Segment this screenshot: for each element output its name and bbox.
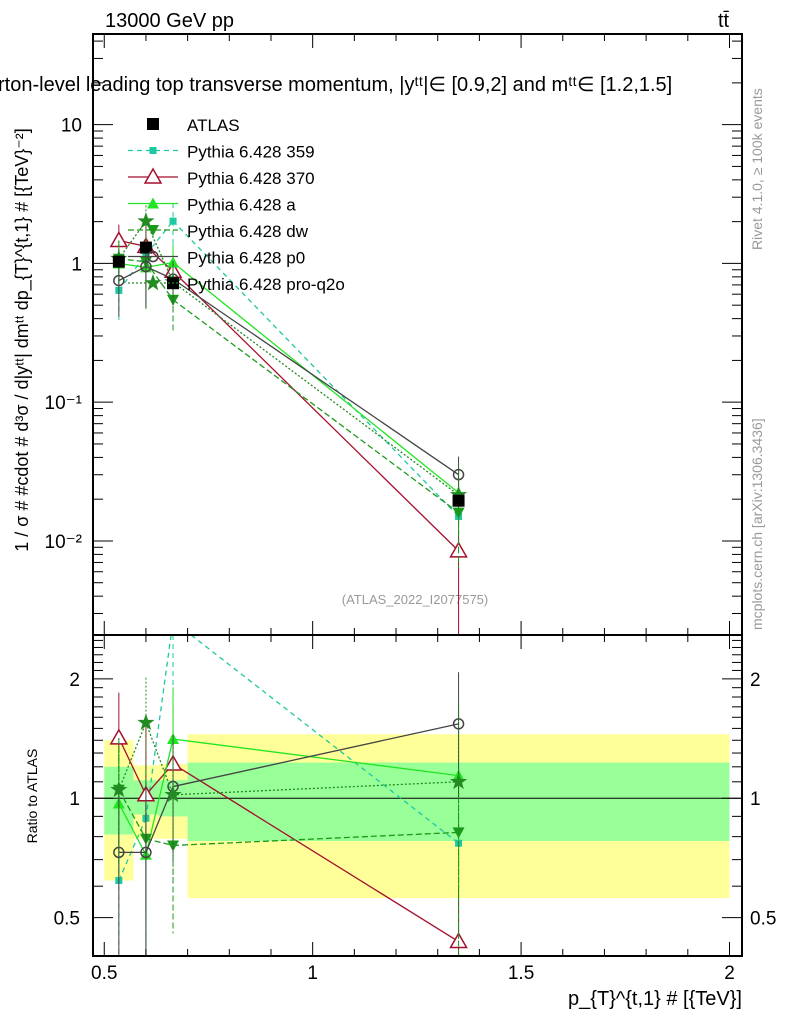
legend-label: ATLAS xyxy=(187,116,240,135)
ratio-line xyxy=(173,831,459,847)
legend-item: Pythia 6.428 dw xyxy=(128,222,309,241)
legend-item: Pythia 6.428 pro-q2o xyxy=(128,273,345,294)
legend-item: Pythia 6.428 a xyxy=(128,196,296,215)
marker-square xyxy=(149,147,157,154)
series-line xyxy=(145,220,174,256)
x-tick-label: 2 xyxy=(724,963,735,984)
y-tick-label: 10⁻¹ xyxy=(45,393,83,414)
marker-square xyxy=(452,494,465,507)
series-line xyxy=(172,278,459,476)
rivet-label: Rivet 4.1.0, ≥ 100k events xyxy=(749,88,765,250)
y-tick-label: 10⁻² xyxy=(45,532,83,553)
marker-square xyxy=(139,241,152,254)
legend-label: Pythia 6.428 pro-q2o xyxy=(187,275,345,294)
x-tick-label: 1.5 xyxy=(508,963,534,984)
y-tick-label: 10 xyxy=(61,116,82,137)
series-main-4 xyxy=(113,242,465,501)
legend-item-atlas: ATLAS xyxy=(147,116,240,135)
ratio-line xyxy=(172,738,459,777)
ratio-tick-label-right: 1 xyxy=(750,789,761,810)
series-line xyxy=(118,254,147,291)
marker-open-circle xyxy=(140,260,152,273)
legend-label: Pythia 6.428 a xyxy=(187,196,296,215)
ratio-line xyxy=(190,634,459,844)
legend-item: Pythia 6.428 370 xyxy=(128,167,315,188)
marker-star xyxy=(137,713,155,731)
ratio-line xyxy=(118,803,147,856)
mcplots-label: mcplots.cern.ch [arXiv:1306.3436] xyxy=(749,418,765,630)
marker-star xyxy=(164,785,182,803)
ratio-tick-label: 2 xyxy=(69,670,80,691)
ratio-plot-frame xyxy=(92,634,743,957)
legend-label: Pythia 6.428 p0 xyxy=(187,249,305,268)
legend-label: Pythia 6.428 370 xyxy=(187,169,315,188)
marker-star xyxy=(144,273,162,291)
ratio-line xyxy=(118,722,147,791)
marker-triangle-down xyxy=(452,507,465,519)
series-ratio-5 xyxy=(110,677,468,940)
ratio-line xyxy=(145,722,174,796)
legend-label: Pythia 6.428 dw xyxy=(187,222,309,241)
ratio-line xyxy=(118,789,147,840)
series-line xyxy=(172,270,460,552)
series-line xyxy=(172,281,459,496)
legend-item: Pythia 6.428 359 xyxy=(128,143,315,162)
marker-star xyxy=(110,780,128,798)
ratio-tick-label-right: 2 xyxy=(750,670,761,691)
ratio-tick-label-right: 0.5 xyxy=(750,909,776,930)
ratio-tick-label: 1 xyxy=(69,789,80,810)
legend-label: Pythia 6.428 359 xyxy=(187,143,315,162)
analysis-watermark: (ATLAS_2022_I2077575) xyxy=(342,592,488,607)
chart-title: rton-level leading top transverse moment… xyxy=(0,74,672,96)
x-axis-label: p_{T}^{t,1} # [{TeV}] xyxy=(568,988,742,1010)
marker-triangle-down xyxy=(147,225,159,236)
ratio-line xyxy=(172,763,459,943)
y-tick-label: 1 xyxy=(71,254,82,275)
marker-open-circle xyxy=(140,846,152,859)
header-right: tt̄ xyxy=(718,10,730,32)
ratio-line xyxy=(118,818,147,881)
y-axis-label: 1 / σ # #cdot # d³σ / d|yᵗᵗ| dmᵗᵗ dp_{T}… xyxy=(12,128,33,552)
ratio-line xyxy=(118,737,147,796)
marker-open-circle xyxy=(147,250,159,263)
series-line xyxy=(172,220,460,517)
x-tick-label: 0.5 xyxy=(91,963,117,984)
ratio-line xyxy=(145,786,174,853)
marker-open-circle xyxy=(113,274,125,287)
legend-item: Pythia 6.428 p0 xyxy=(128,249,305,268)
marker-star xyxy=(137,212,155,229)
ratio-line xyxy=(172,723,459,788)
marker-square xyxy=(169,217,177,225)
marker-open-triangle xyxy=(143,167,163,184)
ratio-tick-label: 0.5 xyxy=(54,909,80,930)
marker-square xyxy=(147,118,159,130)
header-left: 13000 GeV pp xyxy=(105,10,234,32)
series-line xyxy=(172,299,459,514)
ratio-axis-label: Ratio to ATLAS xyxy=(24,749,40,844)
marker-square xyxy=(112,255,125,268)
x-tick-label: 1 xyxy=(307,963,318,984)
series-line xyxy=(145,220,174,283)
marker-star xyxy=(449,772,468,790)
ratio-line xyxy=(145,634,172,819)
marker-triangle xyxy=(147,197,159,209)
